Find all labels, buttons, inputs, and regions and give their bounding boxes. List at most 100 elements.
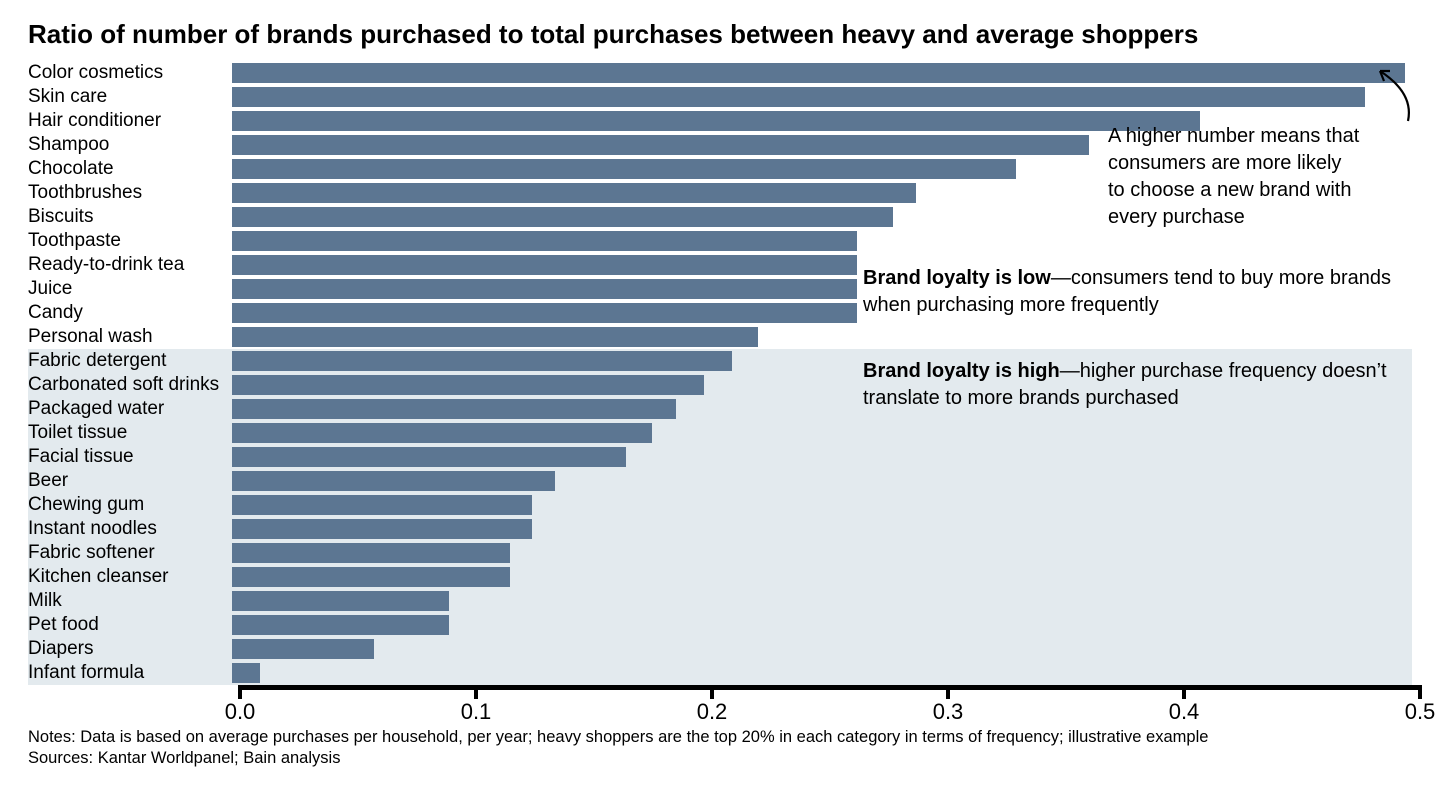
bar-row: Beer (28, 469, 1412, 493)
bar-track (232, 421, 1412, 445)
axis-tick (238, 685, 242, 699)
bar-row: Kitchen cleanser (28, 565, 1412, 589)
axis-tick-label: 0.4 (1169, 699, 1200, 725)
bar (232, 399, 676, 419)
bar-row: Color cosmetics (28, 61, 1412, 85)
category-label: Toothbrushes (28, 183, 232, 202)
axis-tick-label: 0.5 (1405, 699, 1436, 725)
category-label: Beer (28, 471, 232, 490)
axis-tick (474, 685, 478, 699)
callout-line: every purchase (1108, 204, 1418, 231)
bar-track (232, 445, 1412, 469)
bar (232, 423, 652, 443)
category-label: Pet food (28, 615, 232, 634)
bar (232, 111, 1200, 131)
bar-row: Chewing gum (28, 493, 1412, 517)
category-label: Packaged water (28, 399, 232, 418)
category-label: Facial tissue (28, 447, 232, 466)
callout-line: to choose a new brand with (1108, 177, 1418, 204)
low-loyalty-bold: Brand loyalty is low (863, 267, 1051, 289)
bar (232, 663, 260, 683)
bar-row: Infant formula (28, 661, 1412, 685)
bar (232, 183, 916, 203)
bar-row: Toilet tissue (28, 421, 1412, 445)
bar (232, 135, 1089, 155)
category-label: Personal wash (28, 327, 232, 346)
x-axis: 0.00.10.20.30.40.5 (240, 685, 1412, 739)
bar (232, 159, 1016, 179)
bar-row: Milk (28, 589, 1412, 613)
bar (232, 303, 857, 323)
category-label: Toilet tissue (28, 423, 232, 442)
category-label: Carbonated soft drinks (28, 375, 232, 394)
bar-track (232, 229, 1412, 253)
category-label: Infant formula (28, 663, 232, 682)
bar (232, 87, 1365, 107)
category-label: Milk (28, 591, 232, 610)
axis-tick-label: 0.0 (225, 699, 256, 725)
bar (232, 543, 510, 563)
axis-tick-label: 0.1 (461, 699, 492, 725)
axis-tick (946, 685, 950, 699)
bar-track (232, 541, 1412, 565)
bar-track (232, 469, 1412, 493)
category-label: Chocolate (28, 159, 232, 178)
bar (232, 327, 758, 347)
category-label: Chewing gum (28, 495, 232, 514)
bar (232, 447, 626, 467)
high-loyalty-annotation: Brand loyalty is high—higher purchase fr… (863, 358, 1403, 412)
callout-line: A higher number means that (1108, 123, 1418, 150)
bar-row: Skin care (28, 85, 1412, 109)
bar (232, 495, 532, 515)
bar (232, 567, 510, 587)
bar-track (232, 661, 1412, 685)
bar (232, 279, 857, 299)
axis-tick (1182, 685, 1186, 699)
axis-baseline (240, 685, 1420, 690)
bar-row: Instant noodles (28, 517, 1412, 541)
bar (232, 207, 893, 227)
high-loyalty-bold: Brand loyalty is high (863, 360, 1060, 382)
category-label: Fabric softener (28, 543, 232, 562)
bar (232, 615, 449, 635)
bar (232, 375, 704, 395)
axis-tick (710, 685, 714, 699)
category-label: Toothpaste (28, 231, 232, 250)
bar-row: Fabric softener (28, 541, 1412, 565)
bar-track (232, 325, 1412, 349)
axis-tick-label: 0.2 (697, 699, 728, 725)
category-label: Kitchen cleanser (28, 567, 232, 586)
axis-tick-label: 0.3 (933, 699, 964, 725)
sources-line: Sources: Kantar Worldpanel; Bain analysi… (28, 748, 1412, 769)
bar (232, 519, 532, 539)
bar (232, 591, 449, 611)
bar (232, 639, 374, 659)
category-label: Hair conditioner (28, 111, 232, 130)
category-label: Ready-to-drink tea (28, 255, 232, 274)
bar-track (232, 61, 1412, 85)
bar-track (232, 613, 1412, 637)
chart-title: Ratio of number of brands purchased to t… (28, 18, 1412, 51)
bar-track (232, 85, 1412, 109)
bar (232, 255, 857, 275)
bar-track (232, 517, 1412, 541)
category-label: Color cosmetics (28, 63, 232, 82)
category-label: Skin care (28, 87, 232, 106)
chart-area: Color cosmetics Skin care Hair conditioner… (28, 61, 1412, 721)
bar-row: Diapers (28, 637, 1412, 661)
category-label: Shampoo (28, 135, 232, 154)
bar (232, 471, 555, 491)
category-label: Instant noodles (28, 519, 232, 538)
category-label: Diapers (28, 639, 232, 658)
category-label: Fabric detergent (28, 351, 232, 370)
bar-row: Toothpaste (28, 229, 1412, 253)
bar-track (232, 637, 1412, 661)
bar-track (232, 565, 1412, 589)
category-label: Biscuits (28, 207, 232, 226)
bar (232, 351, 732, 371)
bar-row: Pet food (28, 613, 1412, 637)
callout-annotation: A higher number means thatconsumers are … (1108, 123, 1418, 231)
callout-line: consumers are more likely (1108, 150, 1418, 177)
axis-tick (1418, 685, 1422, 699)
category-label: Candy (28, 303, 232, 322)
